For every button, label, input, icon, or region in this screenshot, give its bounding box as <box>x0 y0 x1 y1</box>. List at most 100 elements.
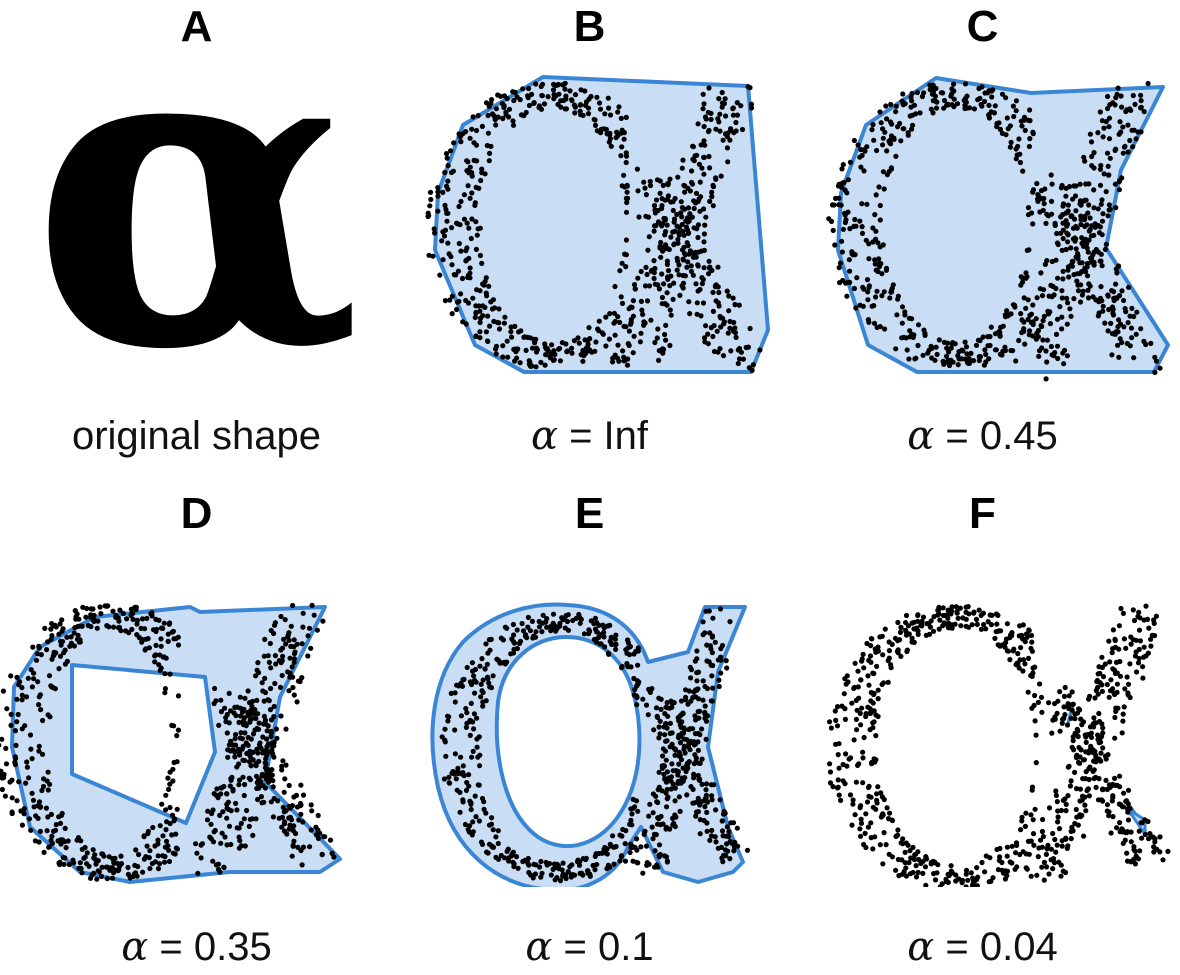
sample-point <box>706 85 712 91</box>
sample-point <box>572 110 578 116</box>
sample-point <box>531 633 537 639</box>
sample-point <box>1088 730 1094 736</box>
sample-point <box>963 344 970 350</box>
sample-point <box>454 682 460 688</box>
sample-point <box>48 626 54 632</box>
sample-point <box>488 636 494 642</box>
sample-point <box>165 775 171 781</box>
sample-point <box>448 169 455 176</box>
sample-point <box>855 142 861 148</box>
sample-point <box>496 326 503 332</box>
sample-point <box>1122 686 1128 692</box>
sample-point <box>702 703 708 709</box>
sample-point <box>481 799 487 805</box>
sample-point <box>879 794 885 800</box>
sample-point <box>1054 343 1061 349</box>
sample-point <box>1089 255 1095 262</box>
sample-point <box>1098 284 1104 290</box>
sample-point <box>1072 769 1078 775</box>
sample-point <box>838 797 844 803</box>
sample-point <box>234 704 240 710</box>
sample-point <box>893 103 899 109</box>
sample-point <box>909 316 915 322</box>
sample-point <box>149 860 155 867</box>
sample-point <box>986 356 992 362</box>
sample-point <box>80 604 86 610</box>
sample-point <box>626 342 632 349</box>
sample-point <box>1064 321 1070 327</box>
sample-point <box>287 814 293 820</box>
sample-point <box>544 616 550 622</box>
sample-point <box>701 239 707 245</box>
sample-point <box>1095 130 1101 136</box>
sample-point <box>1035 854 1041 860</box>
sample-point <box>199 841 205 847</box>
sample-point <box>1102 320 1108 326</box>
sample-point <box>1099 688 1105 694</box>
sample-point <box>1052 701 1058 707</box>
sample-point <box>667 307 673 313</box>
sample-point <box>973 342 980 348</box>
sample-point <box>898 653 904 659</box>
sample-point <box>473 333 479 339</box>
sample-point <box>1093 784 1099 790</box>
sample-point <box>663 854 670 860</box>
sample-point <box>1013 156 1019 162</box>
sample-point <box>29 684 35 690</box>
sample-point <box>863 711 869 717</box>
sample-point <box>459 771 465 777</box>
sample-point <box>1077 299 1084 305</box>
sample-point <box>126 630 132 636</box>
panel-label: C <box>966 2 999 51</box>
sample-point <box>843 280 849 286</box>
sample-point <box>45 769 51 775</box>
sample-point <box>847 226 853 232</box>
sample-point <box>697 179 703 185</box>
sample-point <box>731 844 737 850</box>
sample-point <box>635 860 641 866</box>
sample-point <box>1058 873 1064 879</box>
sample-point <box>291 656 297 662</box>
sample-point <box>906 860 912 866</box>
sample-point <box>133 847 139 853</box>
sample-point <box>688 667 695 673</box>
sample-point <box>690 272 696 278</box>
sample-point <box>211 700 217 707</box>
sample-point <box>703 792 709 798</box>
sample-point <box>912 356 918 362</box>
sample-point <box>1077 798 1083 804</box>
sample-point <box>638 298 644 304</box>
sample-point <box>717 111 723 117</box>
sample-point <box>653 705 660 711</box>
sample-point <box>149 613 155 619</box>
sample-point <box>467 719 473 725</box>
sample-point <box>539 629 545 635</box>
sample-point <box>487 647 493 653</box>
sample-point <box>612 283 618 290</box>
sample-point <box>880 242 886 248</box>
sample-point <box>644 860 650 866</box>
sample-point <box>575 335 581 341</box>
sample-point <box>681 250 688 256</box>
sample-point <box>288 643 294 650</box>
sample-point <box>606 105 612 111</box>
sample-point <box>446 780 452 786</box>
sample-point <box>268 728 274 734</box>
sample-point <box>663 228 669 235</box>
sample-point <box>572 872 578 878</box>
sample-point <box>162 844 168 850</box>
sample-point <box>946 872 952 879</box>
sample-point <box>897 629 904 635</box>
sample-point <box>709 793 715 799</box>
sample-point <box>662 331 668 338</box>
sample-point <box>9 795 15 801</box>
sample-point <box>488 821 495 827</box>
sample-point <box>979 84 985 90</box>
sample-point <box>916 856 922 863</box>
sample-point <box>1040 196 1046 202</box>
sample-point <box>3 761 10 767</box>
sample-point <box>1128 839 1134 845</box>
sample-point <box>1022 823 1028 829</box>
sample-point <box>84 605 90 612</box>
sample-point <box>505 354 511 360</box>
